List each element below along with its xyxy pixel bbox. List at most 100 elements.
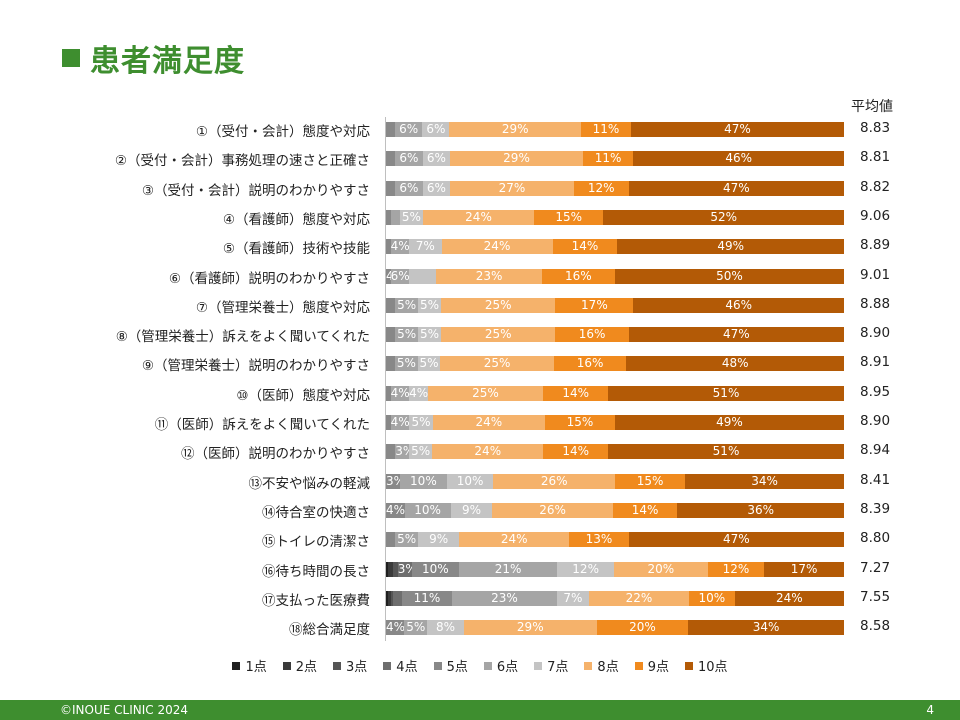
legend-item: 5点: [433, 656, 468, 675]
bar-segment: 51%: [608, 385, 844, 401]
bar-segment: 5%: [409, 444, 433, 460]
chart-axis-line: [385, 117, 386, 641]
bar-segment: [390, 209, 400, 225]
bar-segment: 22%: [588, 590, 690, 606]
row-label: ②（受付・会計）事務処理の速さと正確さ: [114, 153, 370, 170]
bar-segment: 47%: [628, 532, 844, 548]
bar-segment: 10%: [400, 473, 447, 489]
bar-segment: 11%: [582, 151, 634, 167]
bar-data-label: 4%: [390, 415, 410, 429]
bar-segment: 5%: [418, 327, 441, 343]
bar-data-label: 21%: [494, 561, 522, 576]
bar-data-label: 4%: [390, 239, 410, 254]
legend-swatch: [333, 661, 342, 670]
bar-segment: 25%: [427, 385, 544, 401]
bar-segment: 4%: [386, 502, 405, 518]
bar-segment: 6%: [395, 180, 423, 196]
row-label: ⑧（管理栄養士）訴えをよく聞いてくれた: [115, 329, 370, 346]
bar-data-label: 20%: [647, 561, 675, 576]
bar-segment: [388, 561, 394, 577]
bar-segment: [386, 532, 396, 548]
bar-segment: [386, 239, 391, 255]
bar-data-label: 6%: [399, 151, 419, 166]
bar-data-label: 14%: [562, 385, 589, 400]
bar-data-label: 3%: [386, 473, 406, 488]
bar-data-label: 14%: [562, 444, 589, 459]
bar-segment: 14%: [543, 385, 609, 401]
bar-data-label: 17%: [581, 297, 608, 312]
bar-segment: 10%: [446, 473, 494, 489]
bar-data-label: 5%: [397, 532, 417, 547]
bar-segment: [386, 151, 396, 167]
bar-data-label: 23%: [491, 590, 518, 605]
bar-data-label: 20%: [629, 620, 656, 635]
bar-segment: 52%: [603, 209, 844, 225]
bar-segment: [386, 415, 391, 430]
bar-data-label: 24%: [500, 532, 528, 547]
bar-data-label: 12%: [587, 180, 615, 195]
legend-swatch: [232, 661, 241, 670]
row-average: 8.91: [860, 354, 891, 371]
bar-segment: 4%: [390, 415, 410, 430]
bar-segment: [386, 590, 389, 606]
legend-item: 7点: [534, 656, 568, 675]
row-label: ⑱総合満足度: [289, 622, 370, 639]
bar-segment: 6%: [422, 180, 451, 196]
bar-segment: 23%: [452, 590, 557, 606]
bar-segment: [386, 209, 391, 225]
bar-data-label: 34%: [752, 620, 780, 635]
bar-segment: 5%: [399, 209, 423, 225]
bar-data-label: 3%: [395, 444, 415, 459]
bar-segment: 23%: [436, 268, 542, 284]
bar-segment: 29%: [450, 151, 583, 167]
bar-segment: 17%: [764, 561, 844, 577]
bar-segment: 14%: [543, 444, 609, 460]
bar-segment: 24%: [432, 444, 544, 460]
bar-segment: 3%: [397, 561, 417, 577]
bar-data-label: 6%: [426, 180, 446, 195]
bar-data-label: 15%: [555, 209, 583, 224]
chart-legend: 1点 2点 3点 4点 5点 6点 7点 8点 9点 10点: [0, 656, 960, 675]
bar-data-label: 5%: [411, 444, 431, 459]
bar-data-label: 4%: [409, 385, 429, 400]
bar-data-label: 34%: [751, 473, 778, 488]
bar-segment: 13%: [569, 532, 629, 548]
bar-data-label: 11%: [592, 122, 620, 136]
bar-segment: [386, 561, 389, 577]
page-title: 患者満足度: [62, 36, 245, 80]
legend-item: 4点: [383, 656, 418, 675]
row-average: 8.41: [860, 471, 891, 488]
bar-data-label: 5%: [419, 297, 440, 312]
bar-data-label: 10%: [456, 473, 484, 488]
page-number: 4: [926, 703, 934, 717]
legend-label: 9点: [647, 660, 669, 675]
bar-segment: 25%: [440, 297, 556, 313]
row-average: 7.27: [860, 559, 891, 576]
bar-segment: 10%: [411, 561, 459, 577]
legend-swatch: [534, 661, 543, 670]
bar-data-label: 5%: [406, 620, 426, 635]
legend-label: 6点: [496, 660, 519, 675]
bar-segment: 5%: [417, 356, 441, 372]
row-average: 8.94: [860, 442, 891, 459]
legend-label: 5点: [446, 660, 468, 675]
bar-segment: 12%: [557, 561, 614, 577]
bar-segment: 7%: [409, 239, 442, 255]
bar-data-label: 7%: [415, 239, 435, 254]
bar-segment: 12%: [573, 180, 629, 196]
bar-data-label: 10%: [414, 502, 441, 517]
bar-segment: 29%: [449, 122, 581, 137]
bar-segment: 24%: [734, 590, 844, 606]
bar-segment: 50%: [615, 268, 844, 284]
bar-data-label: 47%: [724, 122, 751, 136]
bar-data-label: 24%: [465, 209, 492, 224]
bar-segment: [386, 122, 396, 137]
bar-data-label: 3%: [397, 561, 417, 576]
legend-swatch: [282, 661, 291, 670]
bar-data-label: 8%: [436, 620, 456, 635]
row-average: 8.95: [860, 383, 891, 400]
bar-segment: 11%: [401, 590, 453, 606]
legend-swatch: [684, 661, 693, 670]
bar-data-label: 16%: [576, 356, 604, 371]
bar-segment: 47%: [628, 180, 844, 196]
